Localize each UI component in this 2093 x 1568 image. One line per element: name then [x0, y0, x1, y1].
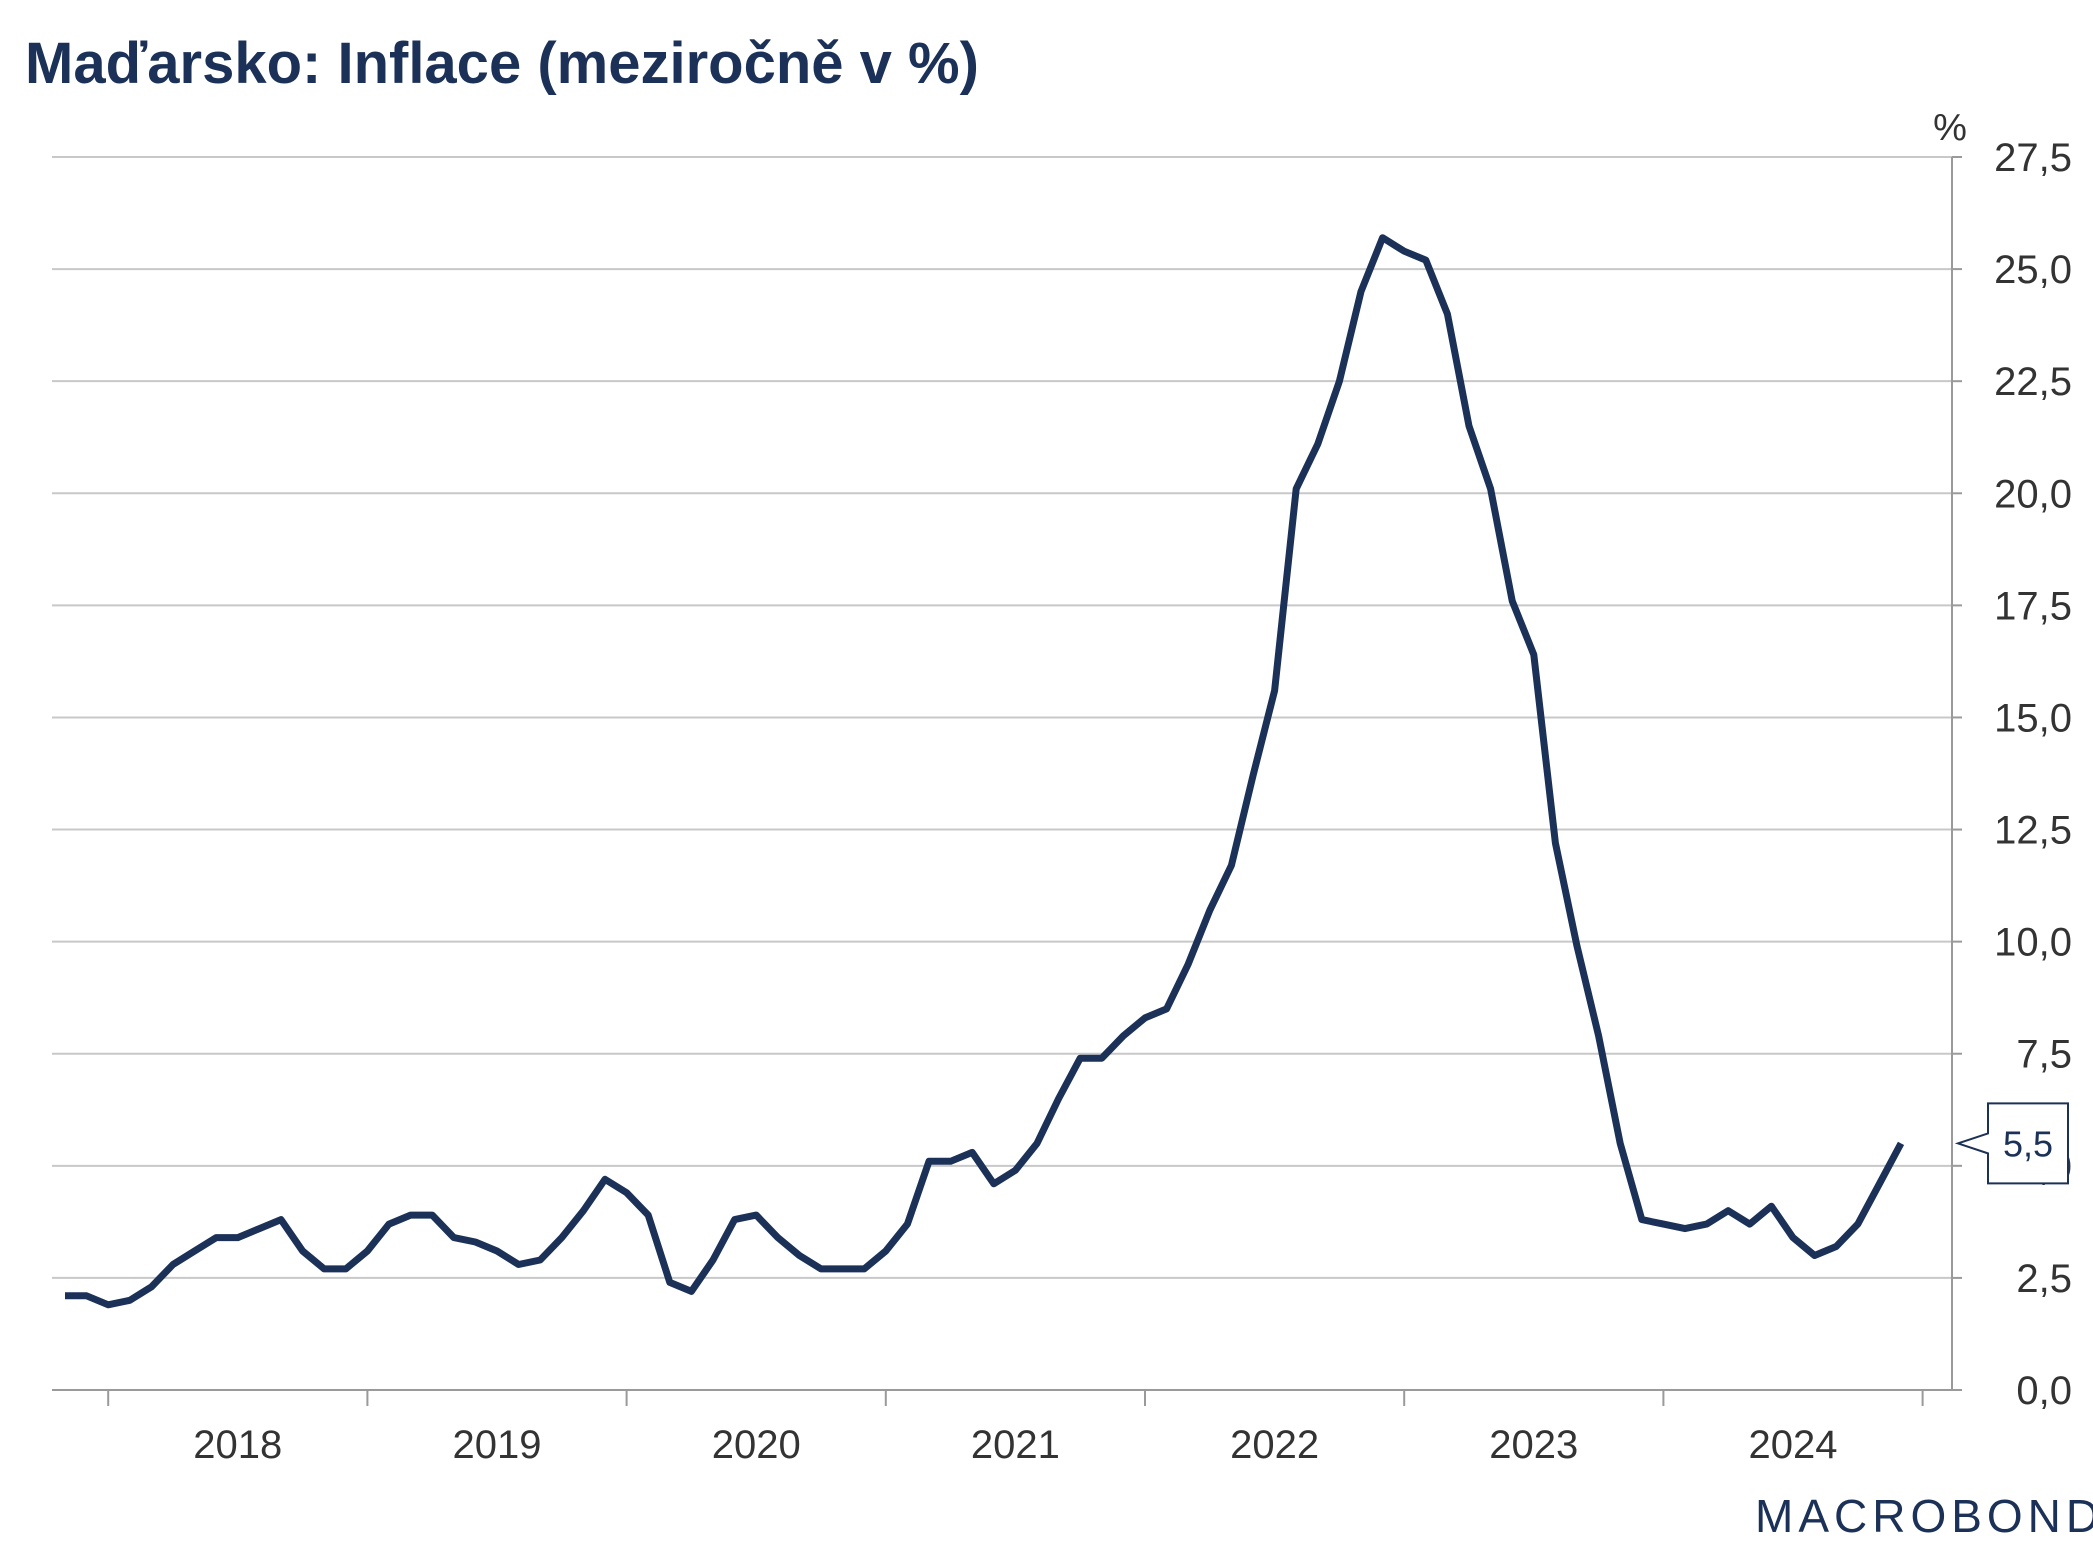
x-tick-label: 2020	[712, 1423, 801, 1467]
axes	[52, 157, 1953, 1391]
y-tick-label: 0,0	[2016, 1369, 2072, 1413]
x-tick-label: 2018	[193, 1423, 282, 1467]
y-tick-label: 20,0	[1994, 472, 2072, 516]
y-tick-labels: 0,02,55,07,510,012,515,017,520,022,525,0…	[1952, 136, 2072, 1413]
y-tick-label: 22,5	[1994, 360, 2072, 404]
y-tick-label: 15,0	[1994, 696, 2072, 740]
callout-value: 5,5	[2003, 1123, 2053, 1164]
chart-title: Maďarsko: Inflace (meziročně v %)	[25, 31, 979, 96]
macrobond-logo: MACROBOND	[1755, 1490, 2093, 1542]
gridlines	[52, 156, 1952, 1279]
y-tick-label: 25,0	[1994, 248, 2072, 292]
y-tick-label: 2,5	[2016, 1257, 2072, 1301]
x-tick-label: 2022	[1230, 1423, 1319, 1467]
y-tick-label: 27,5	[1994, 136, 2072, 180]
x-tick-label: 2023	[1489, 1423, 1578, 1467]
y-tick-label: 10,0	[1994, 921, 2072, 965]
inflation-line	[65, 234, 1905, 1309]
logo-text: MACROBOND	[1755, 1490, 2093, 1542]
y-tick-label: 17,5	[1994, 584, 2072, 628]
x-tick-labels: 2018 2019 2020 2021 2022 2023 2024	[107, 1390, 1924, 1467]
last-value-callout: 5,5	[1954, 1102, 2069, 1185]
x-tick-label: 2019	[453, 1423, 542, 1467]
y-unit-label: %	[1933, 107, 1967, 149]
y-tick-label: 12,5	[1994, 809, 2072, 853]
series-layer	[65, 234, 1905, 1309]
x-tick-label: 2021	[971, 1423, 1060, 1467]
y-tick-label: 7,5	[2016, 1033, 2072, 1077]
x-tick-label: 2024	[1749, 1423, 1838, 1467]
callout-box	[1954, 1102, 2069, 1185]
